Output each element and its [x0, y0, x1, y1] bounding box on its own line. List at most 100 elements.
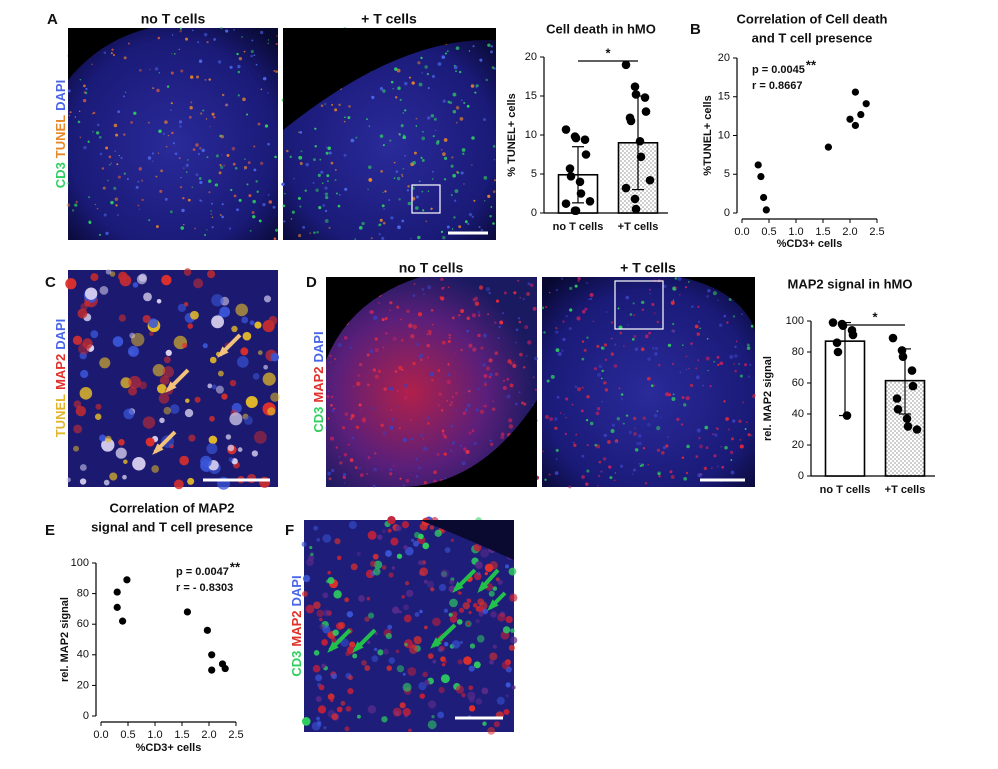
- image-texture: [401, 175, 404, 178]
- image-texture: [204, 234, 207, 236]
- image-texture: [459, 640, 463, 645]
- image-texture: [439, 296, 442, 299]
- image-texture: [417, 312, 423, 317]
- image-texture: [461, 692, 466, 698]
- image-texture: [388, 199, 391, 201]
- image-texture: [438, 583, 447, 592]
- image-texture: [446, 379, 451, 385]
- image-texture: [427, 86, 430, 90]
- image-texture: [430, 587, 435, 592]
- image-texture: [465, 449, 470, 455]
- image-texture: [545, 306, 548, 308]
- image-texture: [349, 458, 354, 462]
- image-texture: [66, 477, 71, 483]
- image-texture: [332, 629, 339, 636]
- image-texture: [302, 225, 306, 229]
- image-texture: [138, 167, 142, 171]
- image-texture: [158, 393, 170, 404]
- image-texture: [384, 190, 387, 193]
- image-texture: [448, 612, 453, 617]
- image-texture: [490, 50, 493, 54]
- image-texture: [477, 598, 485, 606]
- image-texture: [477, 310, 481, 314]
- image-texture: [382, 346, 385, 349]
- image-texture: [356, 551, 361, 556]
- image-texture: [484, 381, 487, 384]
- image-texture: [219, 163, 222, 167]
- image-texture: [382, 191, 384, 194]
- image-texture: [159, 375, 170, 386]
- image-texture: [115, 133, 119, 137]
- image-texture: [322, 625, 331, 634]
- image-texture: [511, 685, 516, 690]
- image-texture: [77, 308, 88, 319]
- image-texture: [699, 444, 703, 449]
- data-point: [561, 125, 571, 134]
- image-texture: [318, 206, 322, 210]
- image-texture: [338, 455, 341, 458]
- image-texture: [443, 138, 448, 142]
- image-texture: [274, 155, 277, 159]
- image-texture: [452, 173, 456, 178]
- image-texture: [224, 103, 228, 107]
- image-texture: [327, 693, 335, 701]
- image-texture: [120, 377, 132, 389]
- image-texture: [515, 328, 519, 332]
- image-texture: [84, 300, 91, 307]
- image-texture: [562, 320, 565, 323]
- image-texture: [156, 383, 167, 394]
- image-texture: [475, 86, 478, 89]
- image-texture: [291, 210, 295, 214]
- image-texture: [77, 120, 81, 124]
- image-texture: [346, 611, 354, 618]
- image-texture: [404, 581, 410, 586]
- data-point: [762, 206, 770, 214]
- image-texture: [647, 357, 651, 361]
- data-point: [576, 189, 586, 198]
- y-tick-label: 10: [525, 129, 537, 141]
- y-tick-label: 100: [71, 557, 89, 569]
- image-texture: [751, 394, 756, 399]
- image-texture: [454, 391, 458, 395]
- image-texture: [253, 430, 267, 444]
- image-texture: [575, 433, 578, 436]
- image-texture: [421, 288, 425, 291]
- image-texture: [244, 416, 253, 425]
- image-texture: [356, 714, 361, 719]
- image-texture: [312, 158, 316, 162]
- image-texture: [634, 347, 639, 351]
- image-texture: [179, 27, 182, 30]
- image-texture: [450, 424, 454, 428]
- image-texture: [381, 236, 385, 241]
- image-texture: [698, 436, 701, 440]
- image-texture: [141, 198, 144, 202]
- image-texture: [472, 347, 477, 352]
- image-texture: [388, 572, 394, 578]
- image-texture: [542, 331, 544, 334]
- image-texture: [734, 369, 737, 373]
- image-texture: [463, 183, 465, 185]
- image-texture: [246, 183, 249, 186]
- y-tick-label: 20: [718, 52, 730, 64]
- image-edge: [420, 520, 514, 560]
- data-point: [851, 121, 860, 130]
- image-texture: [454, 409, 457, 412]
- image-texture: [530, 283, 534, 288]
- image-texture: [78, 343, 90, 355]
- image-texture: [305, 604, 315, 614]
- data-point: [641, 107, 651, 116]
- image-texture: [96, 123, 100, 127]
- image-texture: [640, 347, 645, 352]
- image-texture: [358, 595, 365, 602]
- image-texture: [133, 111, 137, 115]
- image-texture: [638, 441, 642, 446]
- image-texture: [322, 534, 332, 543]
- image-texture: [490, 442, 494, 446]
- image-texture: [451, 316, 455, 320]
- image-texture: [252, 199, 256, 204]
- image-texture: [610, 429, 615, 434]
- image-texture: [641, 300, 645, 305]
- image-texture: [352, 385, 355, 388]
- image-texture: [417, 61, 421, 65]
- image-texture: [632, 473, 634, 475]
